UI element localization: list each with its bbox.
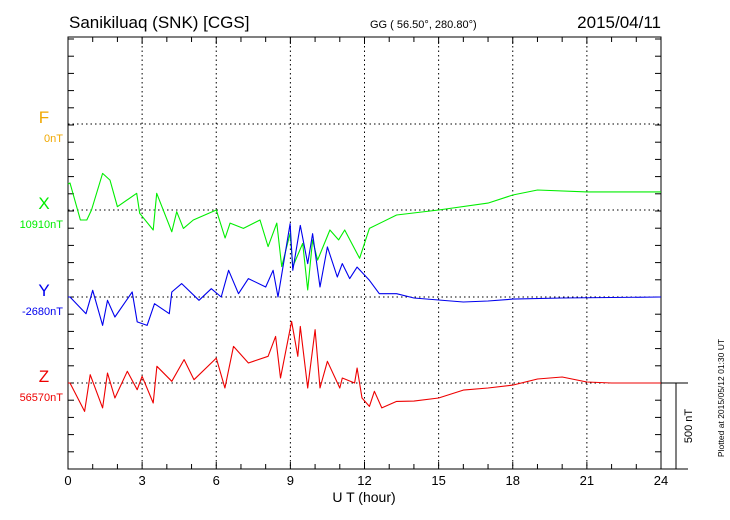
series-line-y [68, 223, 662, 326]
x-tick-label: 9 [287, 473, 294, 488]
series-baseline-y: -2680nT [22, 306, 63, 318]
x-tick-label: 0 [64, 473, 71, 488]
x-tick-label: 18 [506, 473, 520, 488]
series-baseline-z: 56570nT [20, 392, 64, 404]
series-line-x [67, 172, 661, 291]
x-tick-label: 12 [357, 473, 371, 488]
series-name-z: Z [39, 367, 49, 386]
x-axis-label: U T (hour) [332, 489, 395, 505]
series-name-f: F [39, 108, 49, 127]
series-name-x: X [38, 194, 49, 213]
series-lines [67, 172, 662, 412]
series-baseline-f: 0nT [44, 133, 63, 145]
scale-label: 500 nT [683, 409, 695, 444]
series-baseline-x: 10910nT [20, 219, 64, 231]
plotted-at: Plotted at 2015/05/12 01:30 UT [716, 339, 726, 457]
grid [68, 37, 661, 469]
axes: 0 3 6 9 12 15 18 21 24 [64, 36, 688, 488]
series-line-z [68, 320, 661, 412]
date: 2015/04/11 [577, 13, 661, 32]
x-tick-label: 21 [580, 473, 594, 488]
coordinates: GG ( 56.50°, 280.80°) [370, 19, 477, 31]
x-tick-label: 24 [654, 473, 668, 488]
station-title: Sanikiluaq (SNK) [CGS] [69, 13, 249, 32]
x-tick-label: 15 [431, 473, 445, 488]
x-tick-label: 6 [213, 473, 220, 488]
x-tick-label: 3 [139, 473, 146, 488]
series-labels: F 0nT X 10910nT Y -2680nT Z 56570nT [20, 108, 64, 404]
series-name-y: Y [38, 281, 49, 300]
